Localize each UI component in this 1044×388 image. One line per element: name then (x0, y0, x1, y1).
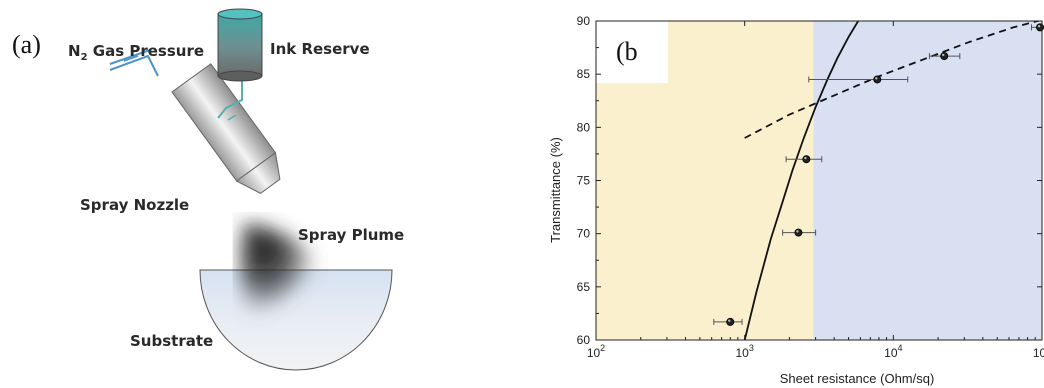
y-tick-label-3: 75 (577, 174, 591, 188)
fit-curve-solid (743, 21, 859, 340)
ink-line (217, 80, 243, 119)
x-tick-label-1: 103 (735, 343, 753, 360)
data-point-highlight-0 (728, 319, 731, 322)
ink-reserve-tank (217, 8, 263, 82)
x-tick-label-2: 104 (884, 343, 902, 360)
y-tick-label-6: 90 (577, 14, 591, 28)
data-point-0 (726, 317, 735, 326)
spray-nozzle-label: Spray Nozzle (80, 196, 190, 214)
substrate-label: Substrate (130, 332, 214, 350)
gas-line (109, 54, 159, 77)
y-axis-title: Transmittance (%) (548, 137, 563, 243)
data-point-2 (802, 155, 811, 164)
x-axis-title: Sheet resistance (Ohm/sq) (780, 371, 935, 386)
transmittance-chart: (b 60 65 70 75 80 85 90 102 103 104 105 Sheet resi… (548, 14, 1044, 386)
y-tick-label-1: 65 (577, 280, 591, 294)
spray-nozzle (171, 63, 281, 194)
gas-pressure-label: N2 Gas Pressure (68, 42, 205, 63)
fit-curves (743, 21, 1042, 340)
spray-plume-label: Spray Plume (298, 226, 405, 244)
spray-schematic (109, 8, 393, 371)
fit-curve-dashed (744, 21, 1042, 139)
data-point-highlight-1 (796, 230, 799, 233)
data-point-highlight-2 (804, 156, 807, 160)
x-tick-label-0: 102 (587, 343, 605, 360)
data-point-5 (1036, 23, 1044, 32)
region-1 (813, 21, 1042, 340)
ink-reserve-label: Ink Reserve (270, 40, 370, 58)
y-tick-label-4: 80 (577, 120, 591, 134)
panel-label-a: (a) (12, 30, 41, 59)
data-point-3 (873, 75, 882, 84)
x-tick-label-3: 105 (1033, 343, 1044, 360)
data-point-4 (940, 52, 949, 61)
spray-plume (240, 222, 320, 318)
panel-label-b: (b (616, 37, 638, 66)
data-point-highlight-3 (875, 77, 878, 80)
y-tick-label-0: 60 (577, 333, 591, 347)
y-tick-label-5: 85 (577, 67, 591, 81)
chart-axes: 60 65 70 75 80 85 90 102 103 104 105 (577, 14, 1044, 360)
data-point-1 (794, 228, 803, 237)
data-point-highlight-4 (942, 53, 945, 57)
y-tick-label-2: 70 (577, 227, 591, 241)
panel-label-box (596, 21, 668, 83)
data-point-highlight-5 (1037, 24, 1041, 28)
